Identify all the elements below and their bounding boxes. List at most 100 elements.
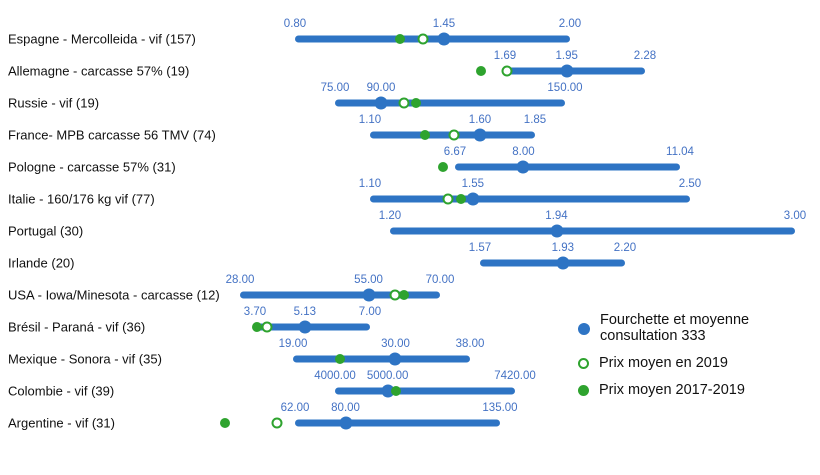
value-label-mean: 1.55 [461,178,485,190]
avg-2017-2019-dot [476,66,487,76]
value-label-max: 7420.00 [494,370,536,382]
range-bar [335,99,565,107]
value-label-max: 3.00 [783,210,807,222]
value-label-max: 150.00 [547,82,583,94]
row-label: USA - Iowa/Minesota - carcasse (12) [8,287,220,303]
avg-2019-dot [417,33,429,45]
row-label: Espagne - Mercolleida - vif (157) [8,31,196,47]
value-label-mean: 90.00 [366,82,396,94]
blue-mean-dot-icon [578,322,590,335]
range-bar [505,67,645,75]
range-bar [255,323,370,331]
avg-2017-2019-dot [399,290,410,300]
value-label-mean: 5.13 [293,306,317,318]
value-label-mean: 1.94 [545,210,568,222]
range-bar [295,35,570,43]
green-open-circle-icon [578,358,589,370]
value-label-max: 2.00 [558,18,582,30]
value-label-mean: 1.93 [551,242,575,254]
value-label-mean: 1.45 [432,18,456,30]
range-bar [295,419,500,427]
mean-dot [473,128,487,142]
legend-item-avg-2017-2019: Prix moyen 2017-2019 [578,382,778,399]
range-bar [480,259,625,267]
value-label-min: 1.57 [468,242,492,254]
value-label-min: 4000.00 [314,370,356,382]
value-label-max: 11.04 [666,146,694,158]
row-label: Brésil - Paraná - vif (36) [8,319,146,335]
green-filled-dot-icon [578,385,589,397]
avg-2019-dot [442,193,454,205]
value-label-mean: 8.00 [512,146,535,158]
value-label-mean: 1.60 [468,114,492,126]
value-label-min: 75.00 [320,82,350,94]
value-label-max: 2.28 [633,50,657,62]
avg-2019-dot [398,97,410,109]
range-bar [370,195,690,203]
avg-2019-dot [271,417,283,429]
row-label: Colombie - vif (39) [8,383,115,399]
value-label-min: 19.00 [278,338,308,350]
mean-dot [437,32,451,46]
legend-item-range-mean: Fourchette et moyenne consultation 333 [578,312,778,345]
legend-label-range-mean: Fourchette et moyenne consultation 333 [600,312,750,344]
value-label-max: 1.85 [523,114,547,126]
mean-dot [374,96,388,110]
mean-dot [560,64,574,78]
avg-2017-2019-dot [390,386,401,396]
value-label-min: 1.69 [493,50,517,62]
value-label-max: 38.00 [455,338,485,350]
avg-2019-dot [448,129,460,141]
avg-2017-2019-dot [420,130,430,140]
range-bar [240,291,440,299]
avg-2017-2019-dot [395,34,406,44]
value-label-max: 7.00 [358,306,382,318]
mean-dot [362,288,376,302]
value-label-mean: 55.00 [354,274,383,286]
value-label-max: 135.00 [482,402,518,414]
row-label: Argentine - vif (31) [8,415,115,431]
row-label: France- MPB carcasse 56 TMV (74) [8,127,216,143]
row-label: Irlande (20) [8,255,75,271]
avg-2017-2019-dot [438,162,449,172]
avg-2019-dot [389,289,401,301]
mean-dot [388,352,402,366]
row-label: Pologne - carcasse 57% (31) [8,159,176,175]
avg-2017-2019-dot [411,98,422,108]
avg-2019-dot [261,321,273,333]
mean-dot [556,256,570,270]
avg-2019-dot [501,65,513,77]
value-label-mean: 30.00 [381,338,410,350]
value-label-max: 2.50 [678,178,702,190]
value-label-min: 28.00 [225,274,255,286]
mean-dot [298,320,312,334]
value-label-mean: 5000.00 [366,370,409,382]
row-label: Mexique - Sonora - vif (35) [8,351,162,367]
row-label: Portugal (30) [8,223,84,239]
value-label-min: 1.20 [378,210,402,222]
value-label-min: 1.10 [358,178,382,190]
legend-item-avg-2019: Prix moyen en 2019 [578,354,778,372]
value-label-mean: 80.00 [331,402,360,414]
avg-2017-2019-dot [219,418,230,428]
value-label-max: 2.20 [613,242,637,254]
row-label: Italie - 160/176 kg vif (77) [8,191,155,207]
row-label: Russie - vif (19) [8,95,100,111]
avg-2017-2019-dot [334,354,345,364]
row-label: Allemagne - carcasse 57% (19) [8,63,190,79]
legend-label-avg-2019: Prix moyen en 2019 [599,354,728,371]
mean-dot [550,224,563,238]
range-bar [390,227,795,235]
mean-dot [466,192,480,206]
value-label-min: 0.80 [283,18,307,30]
value-label-min: 1.10 [358,114,382,126]
avg-2017-2019-dot [251,322,262,332]
value-label-min: 6.67 [443,146,467,158]
value-label-min: 3.70 [243,306,267,318]
range-bar [293,355,470,363]
mean-dot [339,416,353,430]
range-bar [455,163,680,171]
range-bar [335,387,515,395]
value-label-max: 70.00 [425,274,455,286]
